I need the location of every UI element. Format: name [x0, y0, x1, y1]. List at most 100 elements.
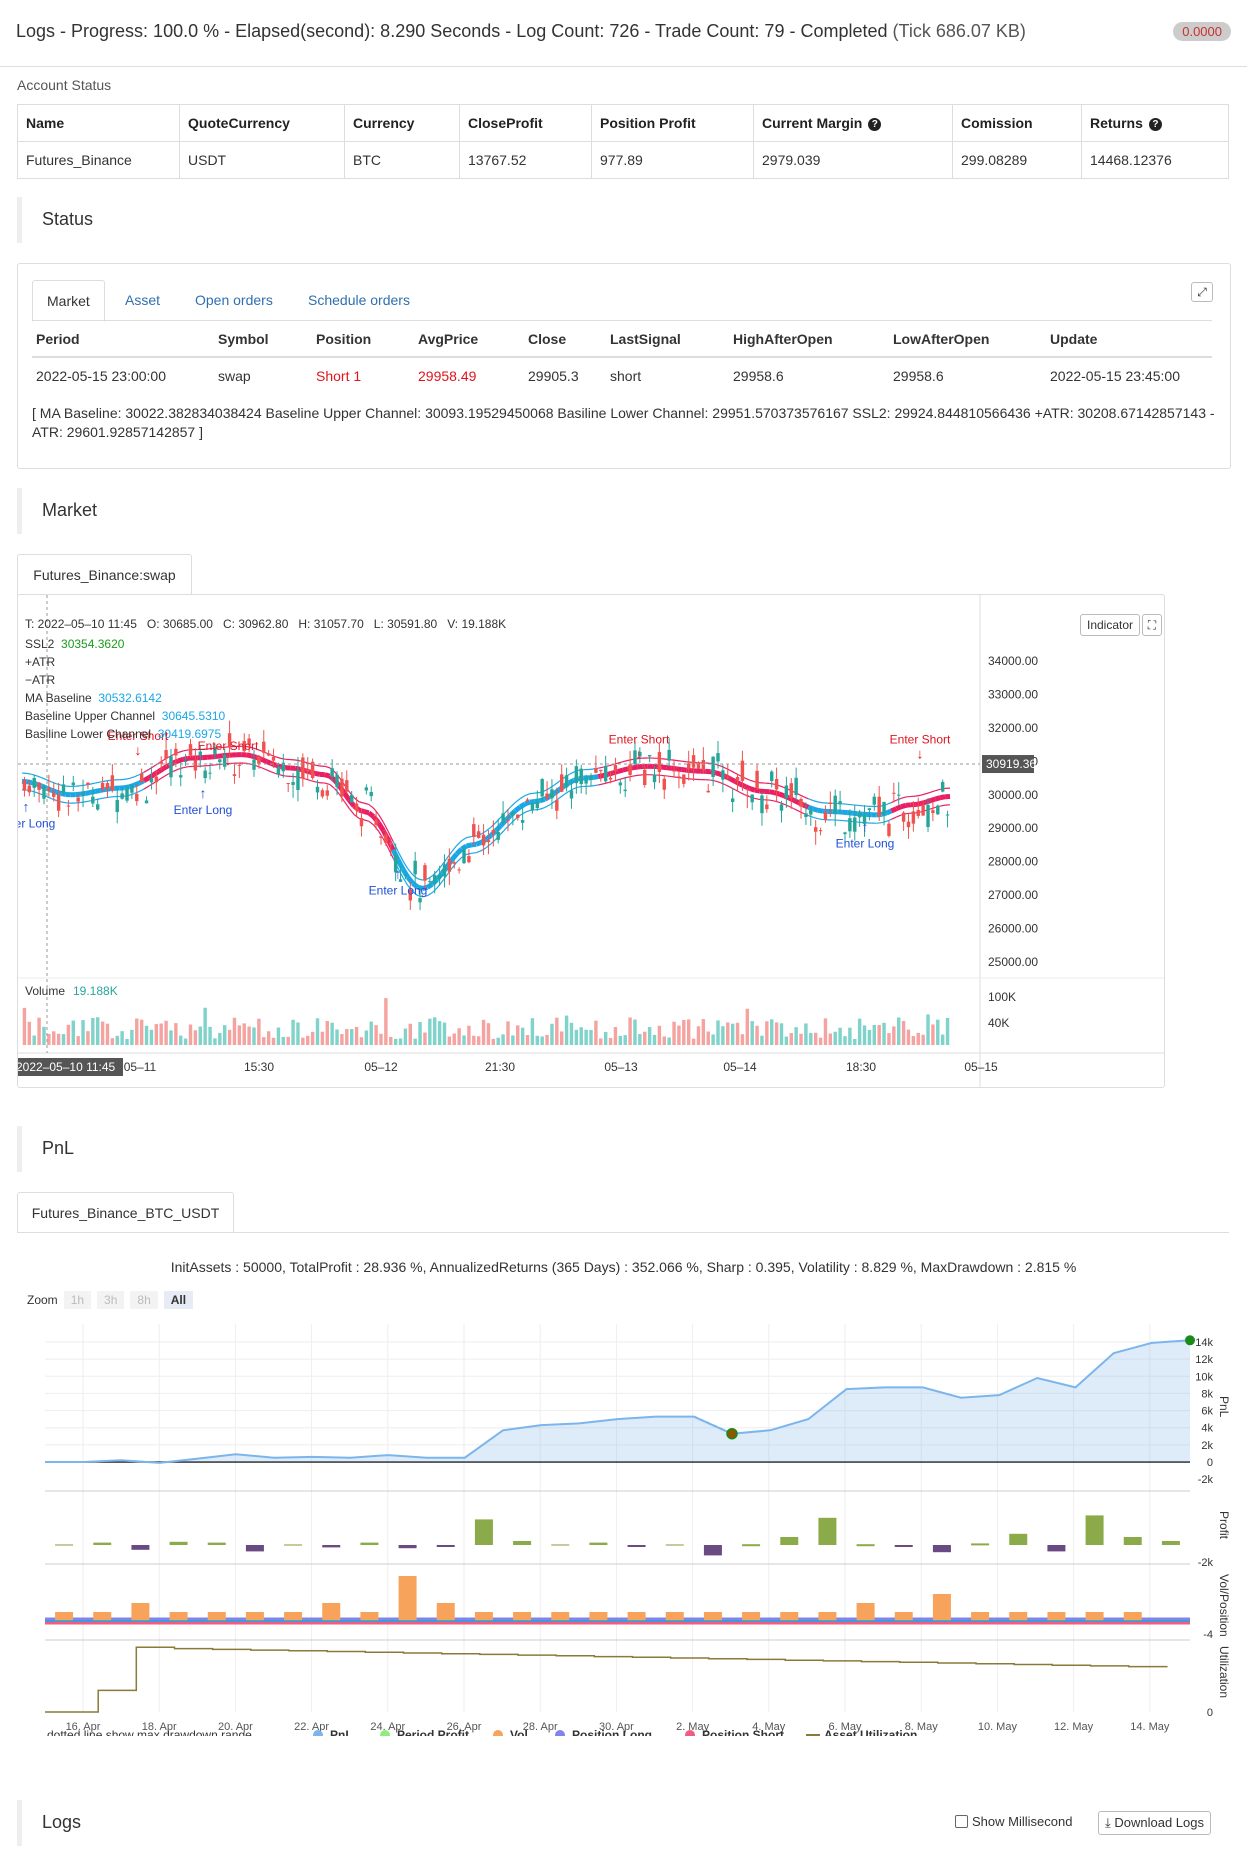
- candle-body: [164, 750, 168, 759]
- account-status-label: Account Status: [17, 77, 112, 93]
- volume-bar: [662, 1036, 666, 1045]
- tab-open-orders[interactable]: Open orders: [195, 292, 273, 308]
- expand-icon[interactable]: ⤢: [1191, 282, 1213, 302]
- pnl-tick: 8k: [1201, 1388, 1213, 1400]
- tab-asset[interactable]: Asset: [125, 292, 161, 308]
- candle-body: [652, 774, 657, 783]
- volume-bar: [81, 1020, 85, 1045]
- volume-bar: [144, 1025, 149, 1045]
- volume-bar: [779, 1023, 784, 1045]
- candle-body: [100, 783, 105, 790]
- pnl-tab[interactable]: Futures_Binance_BTC_USDT: [17, 1192, 234, 1233]
- pnl-tick: -2k: [1198, 1474, 1214, 1486]
- upper-channel-segment: [466, 835, 472, 839]
- fullscreen-icon[interactable]: ⛶: [1142, 614, 1162, 636]
- volume-bar: [813, 1032, 818, 1045]
- show-millisecond-checkbox[interactable]: [955, 1815, 968, 1828]
- lower-channel-segment: [632, 774, 638, 777]
- cell-comission: 299.08289: [952, 141, 1082, 179]
- zoom-1h[interactable]: 1h: [63, 1291, 92, 1309]
- candle-body: [242, 741, 246, 752]
- date-tick: 12. May: [1054, 1721, 1094, 1733]
- candle-body: [428, 881, 432, 883]
- volume-bar: [623, 1035, 627, 1045]
- legend-label: PnL: [330, 1728, 353, 1736]
- ma-baseline-segment: [666, 765, 672, 771]
- candle-body: [447, 858, 452, 872]
- indicator-button[interactable]: Indicator: [1080, 614, 1141, 636]
- time-tick: 05–14: [723, 1060, 757, 1074]
- legend-label: Period Profit: [397, 1728, 469, 1736]
- candle-body: [276, 766, 281, 775]
- ma-baseline-segment: [411, 881, 420, 890]
- candle-body: [765, 804, 769, 810]
- candle-body: [452, 862, 456, 864]
- volume-bar: [476, 1036, 481, 1045]
- volume-bar: [667, 1037, 671, 1045]
- upper-channel-segment: [915, 794, 921, 797]
- help-icon[interactable]: ?: [868, 117, 882, 131]
- volume-bar: [882, 1022, 886, 1045]
- vol-bar: [856, 1603, 875, 1621]
- candle-body: [794, 777, 798, 796]
- vol-bar: [207, 1612, 226, 1621]
- ma-baseline-segment: [934, 795, 941, 802]
- tab-schedule-orders[interactable]: Schedule orders: [308, 292, 410, 308]
- signal-label: Enter Long: [836, 837, 895, 851]
- volume-bar: [91, 1017, 95, 1045]
- candle-body: [120, 793, 124, 799]
- cell-period: 2022-05-15 23:00:00: [36, 368, 166, 384]
- vol-bar: [1047, 1612, 1066, 1621]
- tick-size: (Tick 686.07 KB): [892, 21, 1026, 41]
- candle-body: [770, 771, 774, 781]
- volume-label: Volume: [25, 984, 65, 998]
- indicator-values: [ MA Baseline: 30022.382834038424 Baseli…: [32, 404, 1222, 442]
- lower-channel-segment: [544, 804, 550, 809]
- profit-tick: -2k: [1198, 1557, 1214, 1569]
- candle-body: [862, 815, 867, 824]
- axis-title: Vol/Position: [1217, 1574, 1231, 1637]
- volume-bar: [589, 1029, 593, 1045]
- volume-bar: [755, 1025, 759, 1045]
- candle-body: [198, 751, 202, 756]
- ma-baseline-segment: [177, 756, 184, 764]
- help-icon[interactable]: ?: [1148, 117, 1162, 131]
- volume-bar: [691, 1038, 696, 1045]
- kline-chart[interactable]: 34000.0033000.0032000.0031000.0030000.00…: [18, 595, 1164, 1087]
- candle-body: [393, 855, 398, 873]
- volume-bar: [774, 1022, 779, 1045]
- volume-bar: [169, 1030, 173, 1045]
- price-tick: 29000.00: [988, 821, 1038, 835]
- cell-currency: BTC: [344, 141, 460, 179]
- upper-channel-segment: [178, 750, 184, 754]
- candle-body: [848, 818, 852, 832]
- ma-baseline-segment: [768, 789, 775, 796]
- market-tab[interactable]: Futures_Binance:swap: [17, 554, 192, 595]
- volume-bar: [496, 1037, 500, 1045]
- volume-bar: [833, 1031, 837, 1045]
- ma-baseline-segment: [416, 884, 424, 891]
- zoom-8h[interactable]: 8h: [130, 1291, 158, 1309]
- candle-body: [945, 814, 950, 816]
- upper-channel-segment: [925, 791, 931, 795]
- candle-body: [433, 875, 437, 883]
- candle-body: [589, 775, 593, 780]
- tab-market[interactable]: Market: [32, 280, 105, 322]
- candle-body: [730, 798, 735, 803]
- volume-bar: [310, 1031, 315, 1045]
- upper-channel-segment: [900, 796, 907, 799]
- zoom-3h[interactable]: 3h: [97, 1291, 125, 1309]
- pnl-chart[interactable]: 14k 12k 10k 8k 6k 4k 2k 0 -2k PnL -2k Profit -4 Vol/P…: [0, 1316, 1247, 1736]
- candle-body: [86, 782, 90, 785]
- upper-channel-segment: [363, 802, 369, 806]
- candle-body: [804, 813, 808, 818]
- volume-bar: [618, 1035, 623, 1045]
- pnl-tick: 0: [1207, 1457, 1213, 1469]
- lower-channel-segment: [818, 818, 824, 821]
- pnl-area: [45, 1340, 1190, 1463]
- volume-bar: [516, 1025, 520, 1045]
- time-tick: 05–11: [124, 1060, 157, 1074]
- volume-bar: [42, 1026, 46, 1045]
- zoom-all[interactable]: All: [163, 1291, 194, 1309]
- download-logs-button[interactable]: ⤓ Download Logs: [1098, 1811, 1211, 1835]
